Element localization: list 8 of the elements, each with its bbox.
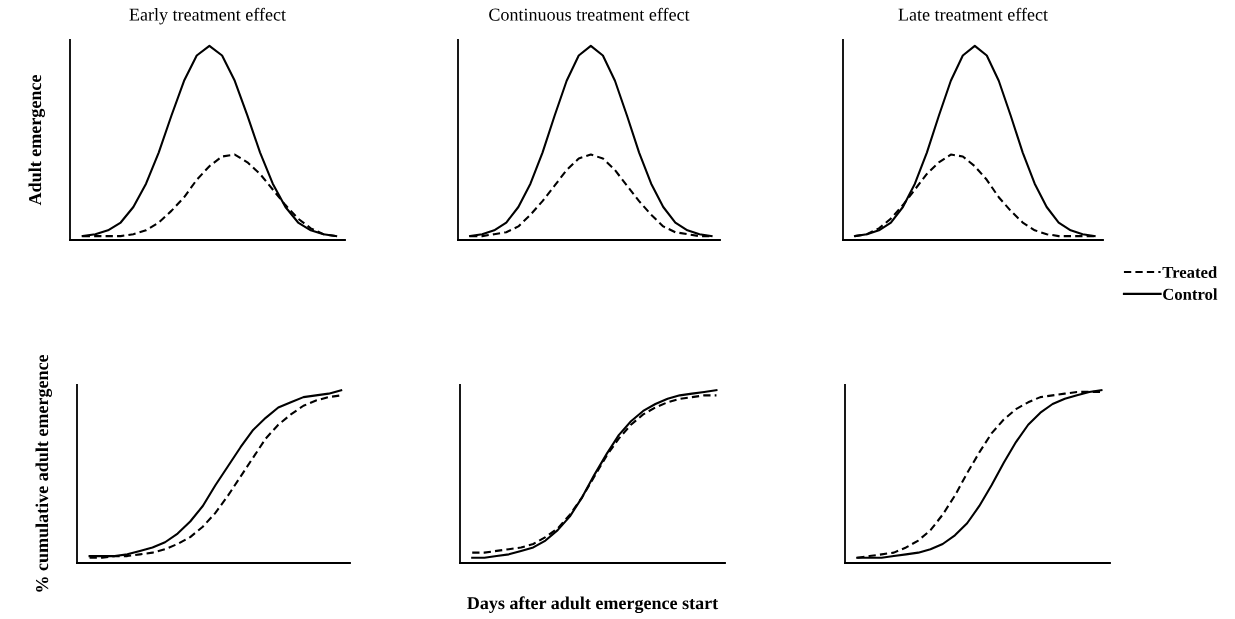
legend-label: Treated bbox=[1162, 266, 1218, 279]
chart-title: Continuous treatment effect bbox=[489, 7, 690, 21]
y-axis-title: % cumulative adult emergence bbox=[35, 354, 52, 592]
x-axis-title: Days after adult emergence start bbox=[467, 596, 719, 614]
chart-title: Late treatment effect bbox=[898, 7, 1048, 21]
chart-title: Early treatment effect bbox=[129, 7, 286, 25]
y-axis-title: Adult emergence bbox=[28, 75, 45, 206]
legend-label: Control bbox=[1163, 288, 1218, 300]
